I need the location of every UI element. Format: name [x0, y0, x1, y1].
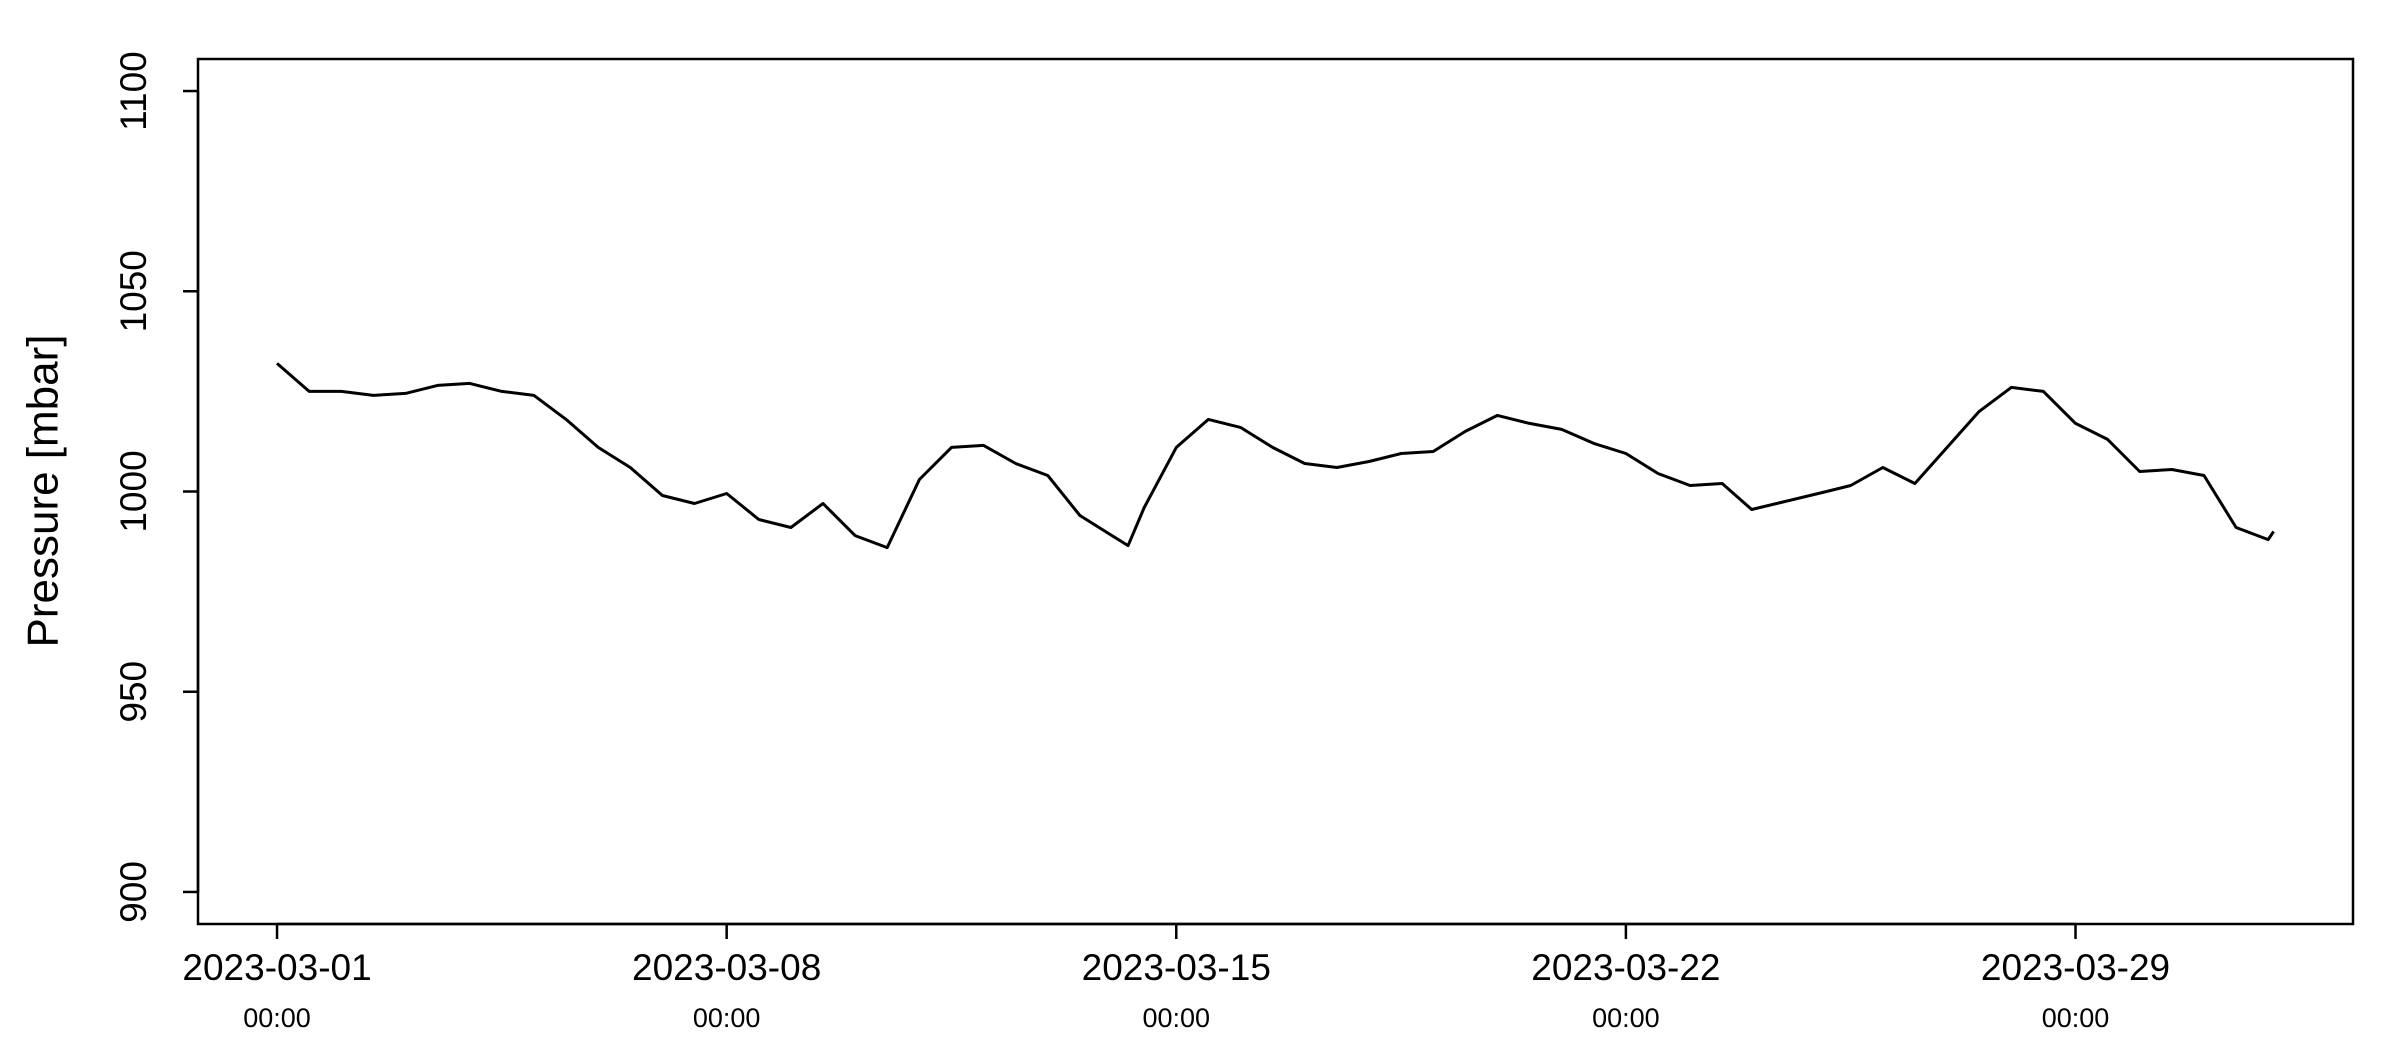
- y-tick-label: 950: [113, 661, 154, 723]
- plot-frame: [196, 57, 2355, 926]
- x-tick-label: 2023-03-08: [632, 947, 821, 988]
- y-tick-label: 1000: [113, 450, 154, 532]
- x-tick-label: 2023-03-15: [1082, 947, 1271, 988]
- x-tick-label: 2023-03-01: [182, 947, 371, 988]
- x-tick-sublabel: 00:00: [243, 1003, 311, 1033]
- y-tick-label: 1050: [113, 250, 154, 332]
- y-tick-label: 900: [113, 861, 154, 923]
- x-tick-sublabel: 00:00: [1592, 1003, 1660, 1033]
- line-series: [276, 362, 2275, 550]
- x-tick-sublabel: 00:00: [693, 1003, 761, 1033]
- y-tick-label: 1100: [113, 51, 154, 131]
- x-tick-label: 2023-03-22: [1531, 947, 1720, 988]
- x-tick-sublabel: 00:00: [2042, 1003, 2110, 1033]
- x-tick-label: 2023-03-29: [1981, 947, 2170, 988]
- x-tick-sublabel: 00:00: [1142, 1003, 1210, 1033]
- y-axis-label: Pressure [mbar]: [19, 335, 68, 648]
